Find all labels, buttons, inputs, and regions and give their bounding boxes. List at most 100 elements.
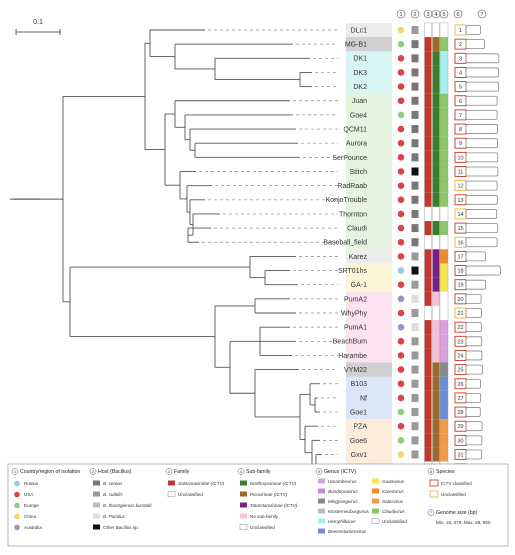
genus-cell	[440, 320, 448, 335]
highlight-band	[346, 136, 392, 151]
family-cell	[424, 447, 432, 462]
species-id: 18	[457, 269, 463, 275]
subfamily-cell	[432, 93, 440, 108]
subfamily-cell	[432, 404, 440, 420]
legend-number: 4	[240, 469, 243, 474]
country-dot	[397, 154, 405, 161]
genome-size-bar	[465, 237, 498, 248]
column-header-label: 6	[456, 12, 459, 18]
legend-item-label: B. subtilis	[103, 492, 123, 497]
genome-size-bar	[465, 336, 483, 347]
legend-item-label: Picovirinae (ICTV)	[250, 492, 288, 497]
host-square	[411, 224, 419, 233]
taxon-label: Gxv1	[351, 452, 367, 459]
genome-size-bar	[465, 166, 499, 177]
taxon-label: SerPounce	[332, 155, 367, 162]
legend-swatch	[14, 502, 20, 509]
highlight-band	[346, 447, 392, 462]
taxon-label: Aurora	[346, 141, 367, 148]
taxon-label: WhyPhy	[341, 310, 368, 317]
legend-swatch	[318, 528, 325, 534]
species-id: 10	[457, 155, 463, 161]
legend-swatch	[14, 513, 20, 520]
highlight-band	[346, 404, 392, 420]
genus-cell	[440, 362, 448, 377]
genus-cell	[440, 291, 448, 306]
legend-title: Sub-family	[246, 469, 271, 475]
genome-size-bar	[465, 293, 482, 304]
annotation-columns: 1234567891011121314151617181920212223242…	[397, 22, 501, 491]
host-square	[411, 252, 419, 261]
legend-swatch	[372, 488, 379, 494]
species-id: 21	[457, 311, 463, 317]
family-cell	[424, 376, 432, 391]
genome-size-bar	[465, 194, 498, 205]
legend-number-circle	[11, 468, 19, 475]
host-square	[411, 96, 419, 105]
family-cell	[424, 235, 432, 250]
highlight-band	[346, 320, 392, 335]
country-dot	[397, 97, 405, 105]
species-id: 11	[458, 170, 464, 176]
highlight-band	[346, 107, 392, 123]
host-square	[411, 365, 419, 374]
host-square	[411, 68, 419, 77]
family-cell	[424, 221, 432, 236]
legend-item-label: USA	[24, 492, 34, 497]
genus-cell	[440, 150, 448, 165]
legend-number-circle	[427, 509, 435, 516]
genome-size-bar	[465, 124, 498, 134]
legend-title: Family	[174, 469, 190, 475]
genus-cell	[440, 305, 448, 321]
country-dot	[397, 83, 405, 90]
legend-item-label: Unclassified	[382, 519, 407, 524]
column-header-circle	[453, 9, 463, 19]
genus-cell	[440, 433, 448, 448]
country-dot	[397, 55, 405, 62]
genus-cell	[440, 121, 448, 137]
genus-cell	[440, 51, 448, 66]
legend-item-label: B. cereus	[103, 481, 123, 486]
species-id: 9	[459, 141, 462, 147]
host-square	[411, 54, 419, 63]
subfamily-cell	[432, 419, 440, 434]
legend-item-label: Salasmaviridae (ICTV)	[178, 481, 225, 486]
legend-swatch	[93, 513, 100, 519]
country-dot	[397, 323, 405, 331]
genome-size-bar	[465, 435, 483, 446]
host-square	[411, 181, 419, 190]
subfamily-cell	[432, 65, 440, 80]
taxon-label: Thornton	[339, 211, 367, 218]
legend-swatch	[318, 518, 325, 524]
legend-item-label: Northropvirinae (ICTV)	[250, 481, 297, 486]
legend-swatch	[239, 524, 248, 530]
species-id: 25	[457, 368, 463, 374]
highlight-band	[346, 221, 392, 236]
subfamily-cell	[432, 348, 440, 363]
legend: 1 Country/region of isolation Russia USA Eur…	[7, 463, 509, 547]
subfamily-cell	[432, 206, 440, 222]
legend-item-label: ICTV classified	[441, 481, 472, 486]
legend-swatch	[429, 479, 439, 487]
genome-size-bar	[465, 25, 481, 35]
host-square	[411, 82, 419, 91]
column-header-label: 2	[413, 12, 416, 18]
taxon-label: DK3	[353, 70, 367, 77]
host-square	[411, 167, 419, 176]
subfamily-cell	[432, 79, 440, 94]
country-dot	[397, 210, 405, 218]
genome-size-bar	[465, 378, 481, 389]
taxon-label: BeachBum	[333, 339, 367, 346]
genome-size-bar	[465, 265, 501, 276]
taxon-label: DK1	[353, 56, 367, 63]
genome-size-range: Min. 18, 379; Max. 28, 950	[436, 520, 491, 525]
taxon-label: PumA1	[344, 325, 367, 332]
genus-cell	[440, 235, 448, 250]
country-dot	[397, 281, 405, 289]
host-square	[411, 323, 419, 332]
legend-item-label: Australia	[24, 525, 42, 530]
host-square	[411, 125, 419, 134]
legend-item-label: Claudivirus	[382, 509, 405, 514]
legend-number: 1	[14, 469, 17, 474]
